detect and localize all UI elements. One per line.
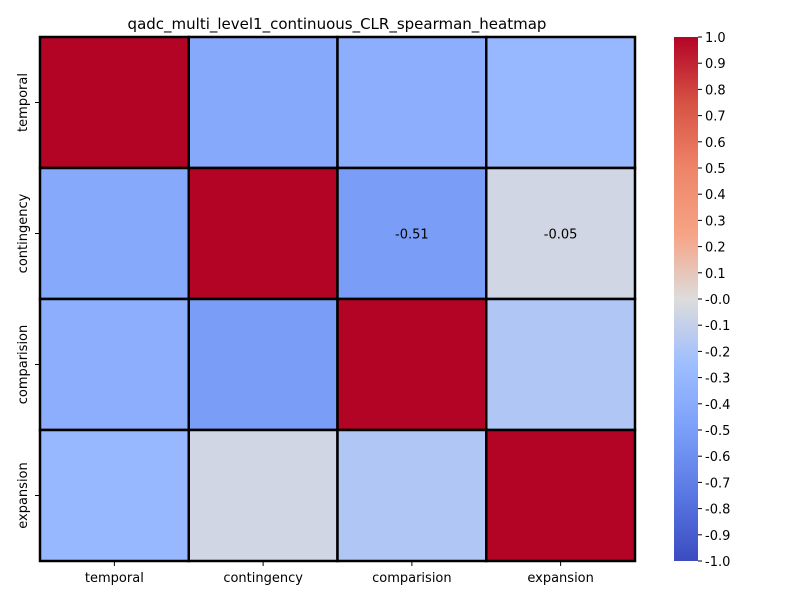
heatmap-cell-1-1 <box>187 166 339 301</box>
colorbar-tick-label: 0.1 <box>705 267 726 282</box>
colorbar-tick-label: 0.3 <box>705 214 726 229</box>
cell-annotation: -0.05 <box>544 228 578 243</box>
x-tick-label: expansion <box>527 571 594 586</box>
y-tick-label: temporal <box>16 73 31 132</box>
heatmap-cell-1-3 <box>485 166 637 301</box>
colorbar-tick-label: -0.9 <box>705 529 730 544</box>
x-axis: temporal contingency comparision expansion <box>85 561 594 586</box>
colorbar-tick-label: 0.6 <box>705 136 726 151</box>
heatmap-cell-2-3 <box>485 297 637 432</box>
heatmap-cell-2-2 <box>336 297 488 432</box>
colorbar <box>674 37 698 561</box>
colorbar-tick-label: -0.4 <box>705 398 730 413</box>
colorbar-tick-label: -0.7 <box>705 476 730 491</box>
y-tick-label: comparision <box>16 325 31 405</box>
colorbar-tick-label: -1.0 <box>705 555 730 570</box>
heatmap-annotations: -0.51 -0.05 <box>395 228 577 243</box>
colorbar-tick-label: 0.9 <box>705 57 726 72</box>
heatmap-cell-2-0 <box>38 297 190 432</box>
colorbar-tick-label: 0.2 <box>705 241 726 256</box>
colorbar-tick-label: 0.8 <box>705 83 726 98</box>
colorbar-tick-label: 1.0 <box>705 31 726 46</box>
colorbar-ticks: 1.0 0.9 0.8 0.7 0.6 0.5 0.4 0.3 0.2 0.1 -0.0 -0.1 -0… <box>698 31 730 570</box>
colorbar-tick-label: -0.5 <box>705 424 730 439</box>
heatmap-cell-0-1 <box>187 35 339 170</box>
colorbar-tick-label: -0.3 <box>705 372 730 387</box>
colorbar-tick-label: -0.2 <box>705 345 730 360</box>
heatmap-cell-3-3 <box>485 428 637 563</box>
x-tick-label: comparision <box>372 571 452 586</box>
colorbar-tick-label: -0.8 <box>705 503 730 518</box>
chart-title: qadc_multi_level1_continuous_CLR_spearma… <box>128 15 547 34</box>
heatmap-cell-1-2 <box>336 166 488 301</box>
y-tick-label: expansion <box>16 462 31 529</box>
colorbar-tick-label: -0.0 <box>705 293 730 308</box>
colorbar-tick-label: 0.4 <box>705 188 726 203</box>
y-tick-label: contingency <box>16 193 31 273</box>
colorbar-tick-label: -0.1 <box>705 319 730 334</box>
heatmap-cell-0-3 <box>485 35 637 170</box>
colorbar-tick-label: 0.5 <box>705 162 726 177</box>
colorbar-tick-label: 0.7 <box>705 110 726 125</box>
y-axis: temporal contingency comparision expansion <box>16 73 40 529</box>
heatmap-cell-3-2 <box>336 428 488 563</box>
heatmap-cell-0-2 <box>336 35 488 170</box>
heatmap-cells <box>38 35 637 563</box>
colorbar-tick-label: -0.6 <box>705 450 730 465</box>
cell-annotation: -0.51 <box>395 228 429 243</box>
heatmap-cell-1-0 <box>38 166 190 301</box>
heatmap-cell-3-1 <box>187 428 339 563</box>
heatmap-cell-0-0 <box>38 35 190 170</box>
x-tick-label: temporal <box>85 571 144 586</box>
heatmap-cell-3-0 <box>38 428 190 563</box>
x-tick-label: contingency <box>223 571 303 586</box>
heatmap-cell-2-1 <box>187 297 339 432</box>
